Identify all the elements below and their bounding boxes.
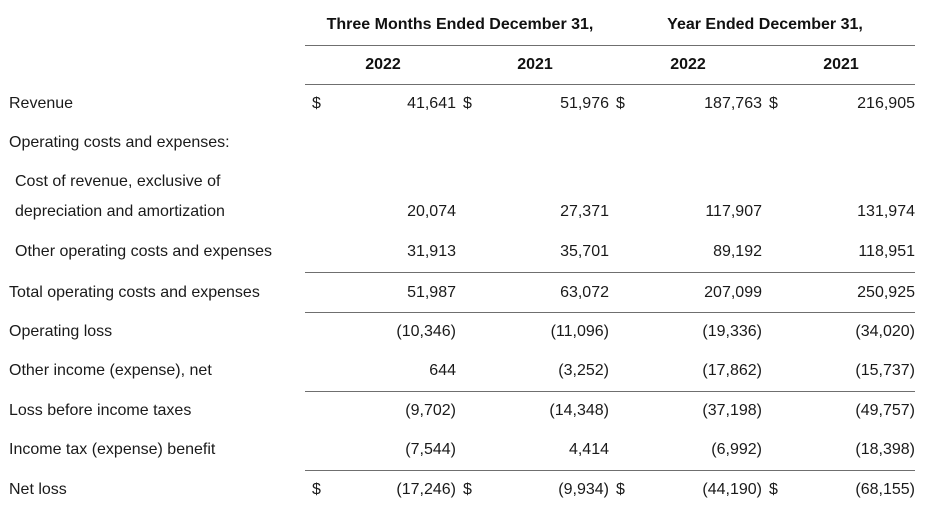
currency-symbol: $ xyxy=(769,481,778,498)
cell-loss-before-taxes-q2021: (14,348) xyxy=(549,402,609,419)
row-label-loss-before-taxes: Loss before income taxes xyxy=(9,402,192,419)
row-label-income-tax: Income tax (expense) benefit xyxy=(9,441,216,458)
cell-total-operating-q2022: 51,987 xyxy=(407,284,456,301)
row-label-operating-loss: Operating loss xyxy=(9,323,113,340)
row-label-total-operating-costs: Total operating costs and expenses xyxy=(9,284,260,301)
cell-revenue-q2021: 51,976 xyxy=(560,95,609,112)
cell-other-operating-y2021: 118,951 xyxy=(858,243,915,260)
row-label-cost-of-revenue-line1: Cost of revenue, exclusive of xyxy=(15,173,221,190)
cell-loss-before-taxes-y2021: (49,757) xyxy=(855,402,915,419)
cell-total-operating-y2021: 250,925 xyxy=(857,284,915,301)
currency-symbol: $ xyxy=(616,481,625,498)
cell-operating-loss-q2022: (10,346) xyxy=(396,323,456,340)
cell-net-loss-y2022: (44,190) xyxy=(702,481,762,498)
cell-total-operating-y2022: 207,099 xyxy=(704,284,762,301)
currency-symbol: $ xyxy=(312,95,321,112)
cell-cost-of-revenue-q2021: 27,371 xyxy=(560,203,609,220)
cell-total-operating-q2021: 63,072 xyxy=(560,284,609,301)
year-header-q-2021: 2021 xyxy=(517,56,553,73)
header-divider-bottom xyxy=(305,84,915,85)
cell-net-loss-q2021: (9,934) xyxy=(558,481,609,498)
divider-after-total-operating xyxy=(305,312,915,313)
cell-income-tax-q2022: (7,544) xyxy=(405,441,456,458)
cell-revenue-y2022: 187,763 xyxy=(704,95,762,112)
cell-other-operating-y2022: 89,192 xyxy=(713,243,762,260)
cell-other-income-y2022: (17,862) xyxy=(702,362,762,379)
row-label-revenue: Revenue xyxy=(9,95,74,112)
row-label-other-income: Other income (expense), net xyxy=(9,362,212,379)
year-header-y-2021: 2021 xyxy=(823,56,859,73)
currency-symbol: $ xyxy=(616,95,625,112)
cell-income-tax-y2022: (6,992) xyxy=(711,441,762,458)
row-label-cost-of-revenue-line2: depreciation and amortization xyxy=(15,203,225,220)
cell-income-tax-y2021: (18,398) xyxy=(855,441,915,458)
cell-net-loss-q2022: (17,246) xyxy=(396,481,456,498)
currency-symbol: $ xyxy=(463,481,472,498)
year-header-q-2022: 2022 xyxy=(365,56,401,73)
cell-operating-loss-y2022: (19,336) xyxy=(702,323,762,340)
header-three-months: Three Months Ended December 31, xyxy=(326,16,594,33)
year-header-y-2022: 2022 xyxy=(670,56,706,73)
divider-after-other-operating xyxy=(305,272,915,273)
currency-symbol: $ xyxy=(312,481,321,498)
divider-after-other-income xyxy=(305,391,915,392)
cell-revenue-y2021: 216,905 xyxy=(857,95,915,112)
cell-operating-loss-q2021: (11,096) xyxy=(550,323,609,340)
cell-other-operating-q2021: 35,701 xyxy=(560,243,609,260)
row-label-net-loss: Net loss xyxy=(9,481,67,498)
row-label-operating-costs-heading: Operating costs and expenses: xyxy=(9,134,230,151)
header-year-ended: Year Ended December 31, xyxy=(667,16,863,33)
divider-after-income-tax xyxy=(305,470,915,471)
cell-other-income-y2021: (15,737) xyxy=(855,362,915,379)
cell-other-income-q2022: 644 xyxy=(429,362,456,379)
cell-loss-before-taxes-y2022: (37,198) xyxy=(702,402,762,419)
currency-symbol: $ xyxy=(463,95,472,112)
currency-symbol: $ xyxy=(769,95,778,112)
cell-net-loss-y2021: (68,155) xyxy=(855,481,915,498)
cell-operating-loss-y2021: (34,020) xyxy=(855,323,915,340)
cell-cost-of-revenue-y2022: 117,907 xyxy=(705,203,762,220)
cell-other-income-q2021: (3,252) xyxy=(558,362,609,379)
cell-cost-of-revenue-y2021: 131,974 xyxy=(857,203,915,220)
cell-other-operating-q2022: 31,913 xyxy=(407,243,456,260)
cell-revenue-q2022: 41,641 xyxy=(407,95,456,112)
header-divider-top xyxy=(305,45,915,46)
cell-cost-of-revenue-q2022: 20,074 xyxy=(407,203,456,220)
cell-loss-before-taxes-q2022: (9,702) xyxy=(405,402,456,419)
cell-income-tax-q2021: 4,414 xyxy=(568,441,609,458)
row-label-other-operating-costs: Other operating costs and expenses xyxy=(15,243,273,260)
